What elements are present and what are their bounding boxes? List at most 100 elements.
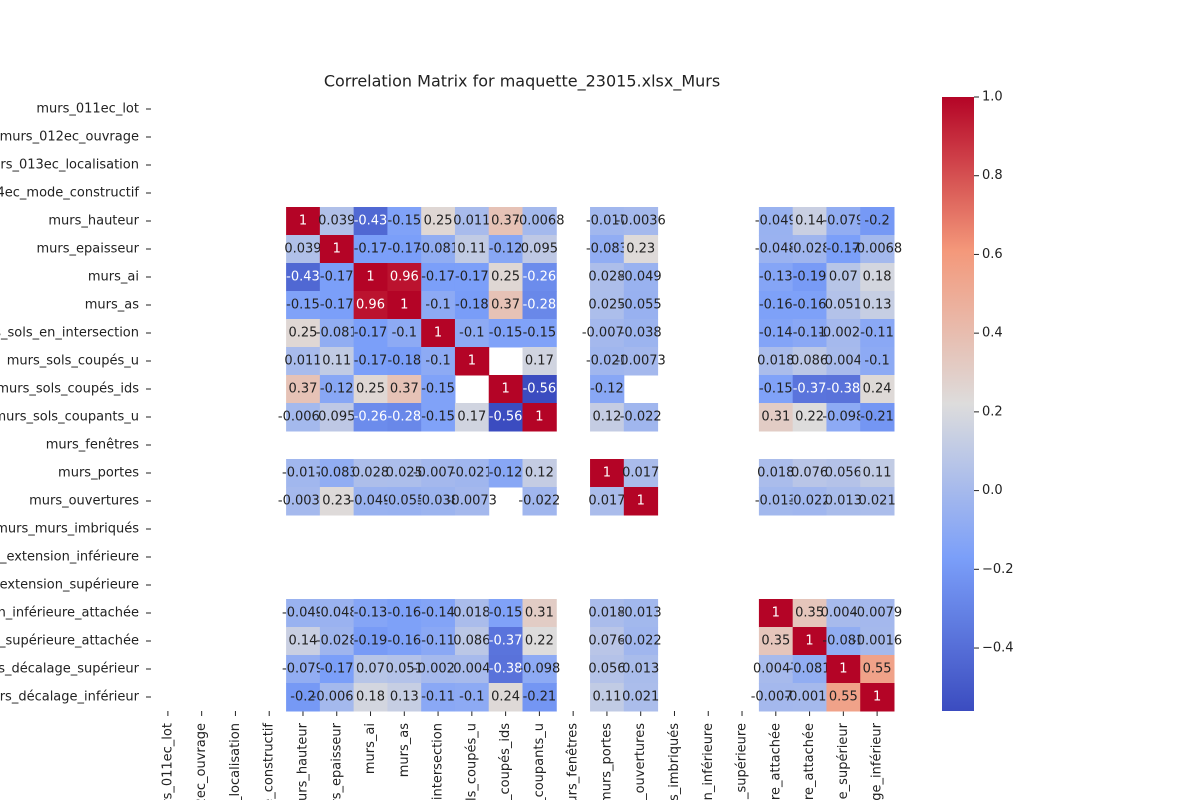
cell-label: 1 [839,662,847,677]
heatmap-cell [421,599,456,628]
heatmap-cell [387,375,422,404]
cell-label: 0.13 [390,690,419,705]
colorbar-tick-label: −0.2 [982,562,1014,577]
cell-label: 0.31 [761,410,790,425]
heatmap-cell [522,319,557,348]
heatmap-cell [758,487,794,516]
heatmap-cell [488,683,523,712]
cell-label: -0.15 [286,298,320,313]
heatmap-cell [590,655,625,684]
heatmap-cell [826,459,861,488]
cell-label: -0.048 [316,606,358,621]
heatmap-cell [286,291,321,320]
cell-label: 0.07 [356,662,385,677]
cell-label: -0.098 [518,662,560,677]
cell-label: -0.37 [793,382,827,397]
cell-label: -0.17 [387,242,421,257]
cell-label: 0.11 [592,690,621,705]
y-tick-label: murs_extension_inférieure [0,550,139,565]
cell-label: 0.028 [588,270,625,285]
heatmap-cell [421,459,456,488]
heatmap-cell [353,291,388,320]
heatmap-cell [792,263,827,292]
heatmap-cell [860,487,895,516]
heatmap-cell [826,655,861,684]
heatmap-cell [421,263,456,292]
cell-label: 0.25 [491,270,520,285]
y-tick-label: murs_sols_coupants_u [0,410,139,425]
heatmap-cell [590,291,625,320]
heatmap-cell [387,627,422,656]
heatmap-cell [488,599,523,628]
heatmap-cell [286,683,321,712]
cell-label: -0.15 [421,382,455,397]
cell-label: -0.0073 [447,494,497,509]
cell-label: -0.083 [586,242,628,257]
cell-label: -0.17 [421,270,455,285]
heatmap-cell [792,375,827,404]
heatmap-cell [319,319,355,348]
y-tick-label: murs_sols_en_intersection [0,326,139,341]
cell-label: -0.16 [793,298,827,313]
cell-label: -0.21 [860,410,894,425]
cell-label: 0.004 [825,354,862,369]
heatmap-cell [826,683,861,712]
cell-label: -0.013 [620,606,662,621]
heatmap-cell [590,263,625,292]
cell-label: -0.17 [320,270,354,285]
heatmap-cell [488,319,523,348]
heatmap-cell [826,235,861,264]
cell-label: -0.081 [316,326,358,341]
cell-label: -0.15 [759,382,793,397]
cell-label: -0.0068 [278,410,328,425]
cell-label: -0.17 [354,326,388,341]
heatmap-cell [590,683,625,712]
colorbar-tick-label: −0.4 [982,641,1014,656]
cell-label: 0.021 [622,690,659,705]
heatmap-cell [522,627,557,656]
cell-label: -0.049 [282,606,324,621]
heatmap-cell [387,403,422,432]
heatmap-cell [319,655,355,684]
heatmap-cell [421,487,456,516]
cell-label: 0.017 [588,494,625,509]
heatmap-cell [387,655,422,684]
cell-label: -0.1 [864,354,889,369]
colorbar-tick-label: 0.0 [982,483,1003,498]
heatmap-cell [454,319,490,348]
cell-label: -0.0036 [616,214,666,229]
heatmap-cell [454,655,490,684]
heatmap-cell [860,403,895,432]
cell-label: -0.37 [489,634,523,649]
cell-label: 0.011 [453,214,490,229]
cell-label: 0.22 [795,410,824,425]
heatmap-cell [860,207,895,236]
cell-label: -0.38 [827,382,861,397]
cell-label: -0.56 [523,382,557,397]
cell-label: -0.28 [523,298,557,313]
heatmap-cell [319,235,355,264]
cell-label: -0.17 [320,298,354,313]
heatmap-cell [387,459,422,488]
heatmap-cell [590,235,625,264]
heatmap-cell [421,683,456,712]
heatmap-cell [353,235,388,264]
heatmap-cell [319,347,355,376]
cell-label: -0.11 [421,634,455,649]
cell-label: 0.0047 [753,662,799,677]
heatmap-cell [387,207,422,236]
cell-label: -0.18 [455,298,489,313]
heatmap-cell [286,235,321,264]
cell-label: -0.049 [350,494,392,509]
cell-label: 0.021 [859,494,896,509]
cell-label: -0.43 [354,214,388,229]
cell-label: -0.022 [518,494,560,509]
y-tick-label: murs_extension_supérieure_attachée [0,634,139,649]
heatmap-cell [758,655,794,684]
cell-label: -0.16 [759,298,793,313]
heatmap-cell [826,375,861,404]
heatmap-cell [319,403,355,432]
cell-label: -0.15 [387,214,421,229]
cell-label: 0.025 [386,466,423,481]
heatmap-cell [488,403,523,432]
